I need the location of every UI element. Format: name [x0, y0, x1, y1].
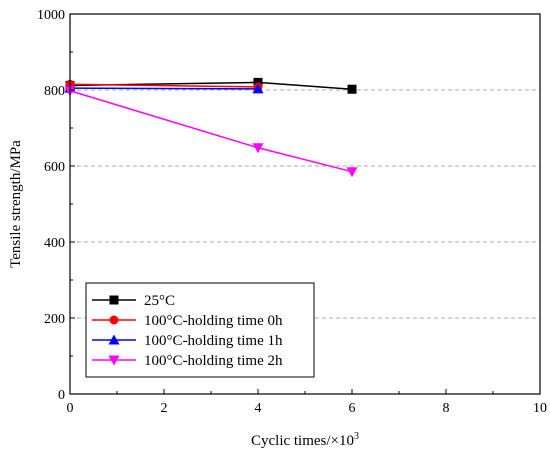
data-point: [109, 295, 119, 305]
x-tick-label: 4: [255, 401, 262, 416]
x-tick-label: 6: [349, 401, 356, 416]
data-point: [252, 83, 264, 94]
axis-ticks: 0 200 400 600 800 1000 0 2 4 6 8 10: [37, 8, 547, 416]
x-tick-label: 2: [161, 401, 168, 416]
y-tick-label: 0: [58, 388, 65, 403]
data-point: [252, 143, 264, 154]
x-tick-label: 8: [443, 401, 450, 416]
legend-label: 100°C-holding time 0h: [144, 313, 283, 329]
data-point: [346, 167, 358, 178]
x-axis-label-main: Cyclic times/×10: [251, 433, 354, 449]
x-axis-label-exponent: 3: [354, 431, 359, 442]
series: [64, 86, 358, 178]
series-line: [69, 87, 259, 90]
data-point: [108, 355, 120, 366]
y-tick-label: 1000: [37, 8, 65, 23]
legend-item: 100°C-holding time 1h: [92, 333, 283, 349]
x-axis-label: Cyclic times/×103: [251, 431, 359, 449]
y-tick-label: 800: [44, 84, 65, 99]
legend: 25°C 100°C-holding time 0h 100°C-holding t…: [85, 282, 315, 378]
legend-label: 100°C-holding time 2h: [144, 353, 283, 369]
legend-item: 25°C: [92, 293, 175, 309]
x-tick-label: 10: [533, 401, 547, 416]
y-axis-label: Tensile strength/MPa: [8, 140, 24, 268]
series-layer: [64, 77, 358, 178]
data-point: [347, 84, 357, 94]
series-line: [69, 90, 353, 173]
y-tick-label: 600: [44, 160, 65, 175]
legend-label: 25°C: [144, 293, 175, 309]
data-point: [108, 334, 120, 345]
legend-item: 100°C-holding time 0h: [92, 313, 283, 329]
data-point: [253, 77, 263, 87]
y-tick-label: 400: [44, 236, 65, 251]
series-line: [69, 83, 259, 88]
legend-item: 100°C-holding time 2h: [92, 353, 283, 369]
data-point: [109, 315, 119, 325]
x-tick-label: 0: [67, 401, 74, 416]
legend-label: 100°C-holding time 1h: [144, 333, 283, 349]
y-tick-label: 200: [44, 312, 65, 327]
legend-box: [85, 282, 315, 378]
